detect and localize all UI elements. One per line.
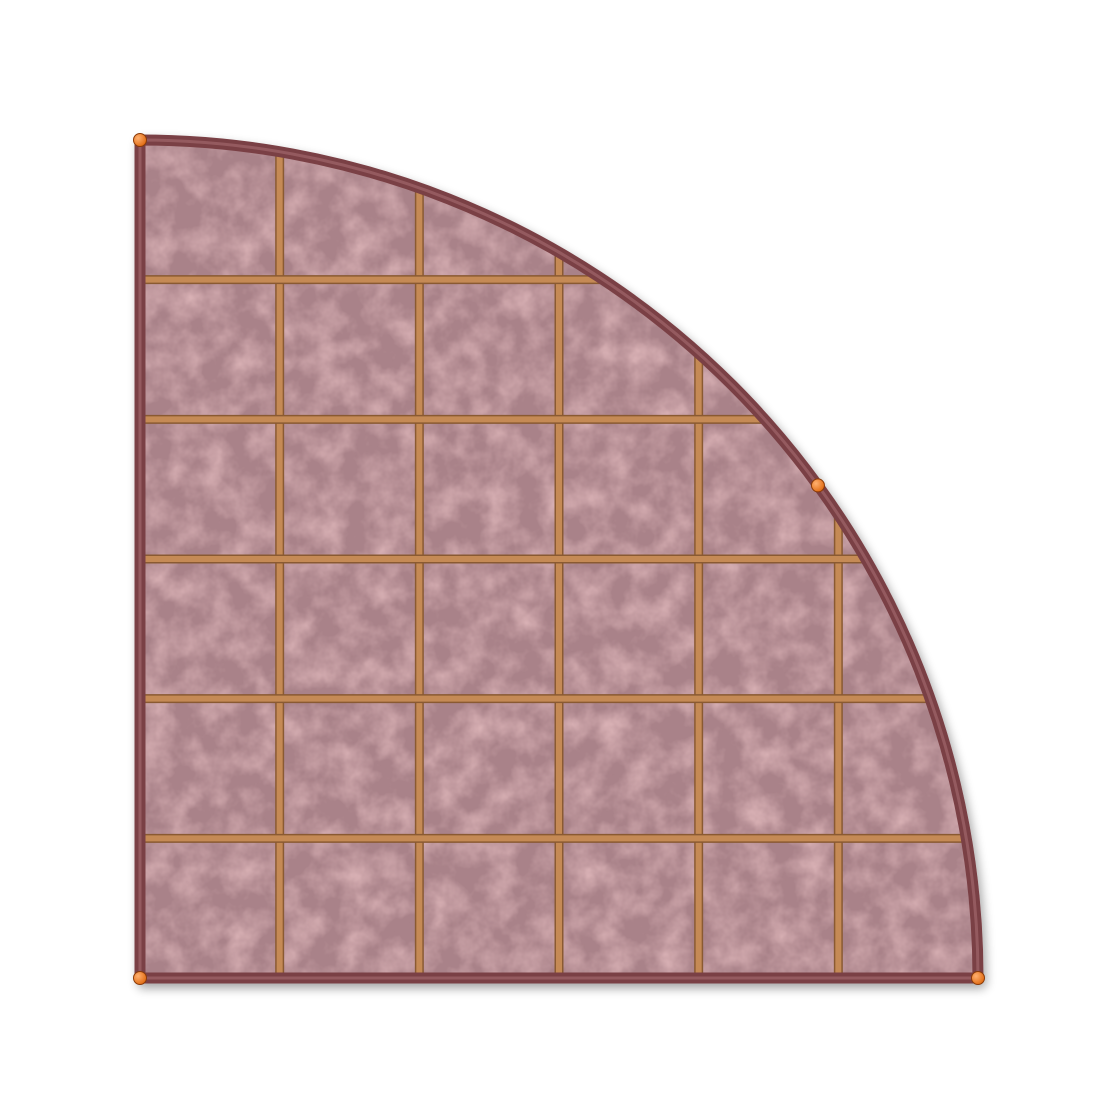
- tile-body: [134, 134, 984, 984]
- rivet-bottom-right: [971, 971, 985, 985]
- rivet-top-left: [133, 133, 147, 147]
- rivet-bottom-left: [133, 971, 147, 985]
- rivet-arc-upper: [810, 478, 825, 493]
- tile-rim-highlight: [138, 138, 980, 980]
- rivets: [133, 133, 985, 985]
